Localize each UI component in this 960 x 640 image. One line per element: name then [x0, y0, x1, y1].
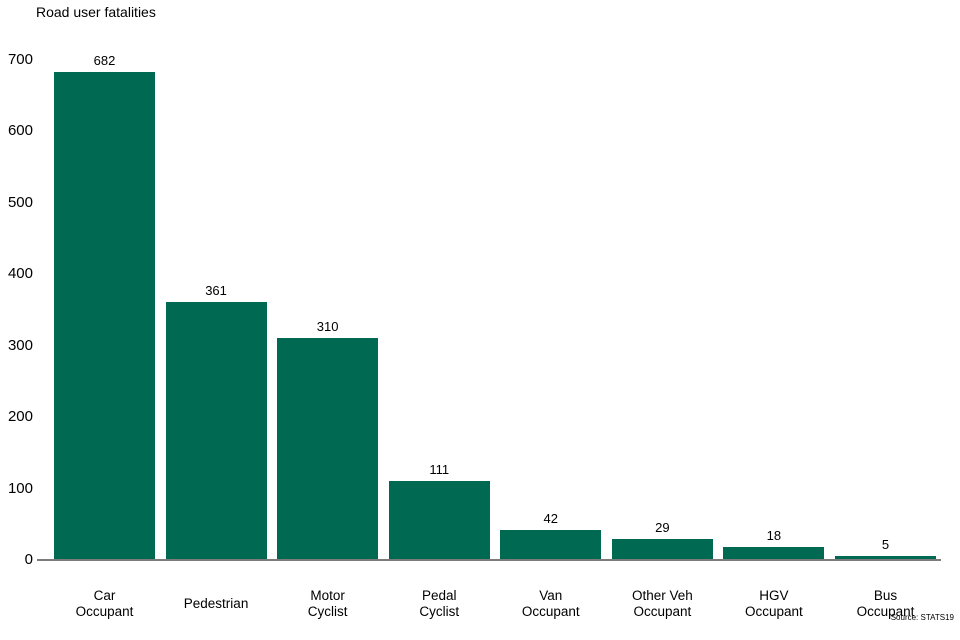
y-axis-tick-label: 100 — [7, 479, 33, 497]
y-axis-tick-label: 500 — [7, 193, 33, 211]
y-axis-tick-label: 0 — [24, 551, 33, 568]
bar-bus-occupant — [834, 556, 936, 560]
y-axis-tick-label: 600 — [7, 122, 33, 139]
bar-value-label: 29 — [655, 520, 670, 536]
x-axis-category-label: Van Occupant — [521, 588, 580, 619]
bar-value-label: 42 — [543, 510, 558, 526]
x-axis-category-label: Pedal Cyclist — [419, 588, 460, 619]
bar-value-label: 361 — [205, 282, 227, 298]
y-axis-tick-label: 300 — [7, 336, 33, 354]
chart-title: Road user fatalities — [36, 4, 156, 20]
bar-car-occupant — [54, 72, 155, 560]
bar-van-occupant — [500, 529, 602, 560]
bar-value-label: 5 — [881, 537, 890, 553]
bar-pedestrian — [165, 301, 267, 560]
bar-motor-cyclist — [277, 338, 379, 560]
bar-other-veh-occupant — [611, 539, 713, 560]
bar-hgv-occupant — [723, 547, 825, 560]
y-axis-tick-label: 400 — [7, 265, 33, 282]
y-axis-tick-label: 200 — [7, 408, 33, 425]
bar-pedal-cyclist — [388, 480, 490, 560]
x-axis-category-label: Bus Occupant — [856, 588, 915, 619]
bar-value-label: 18 — [766, 528, 782, 544]
x-axis-category-label: Pedestrian — [183, 596, 249, 611]
bar-value-label: 111 — [429, 461, 450, 477]
x-axis-category-label: HGV Occupant — [745, 588, 803, 619]
y-axis-tick-label: 700 — [7, 50, 33, 68]
x-axis-line — [37, 559, 941, 561]
x-axis-category-label: Car Occupant — [75, 588, 134, 619]
x-axis-category-label: Other Veh Occupant — [631, 588, 693, 619]
bar-value-label: 682 — [93, 53, 116, 69]
source-note: Source: STATS19 — [890, 613, 954, 622]
bar-value-label: 310 — [316, 319, 339, 335]
x-axis-category-label: Motor Cyclist — [307, 588, 348, 619]
